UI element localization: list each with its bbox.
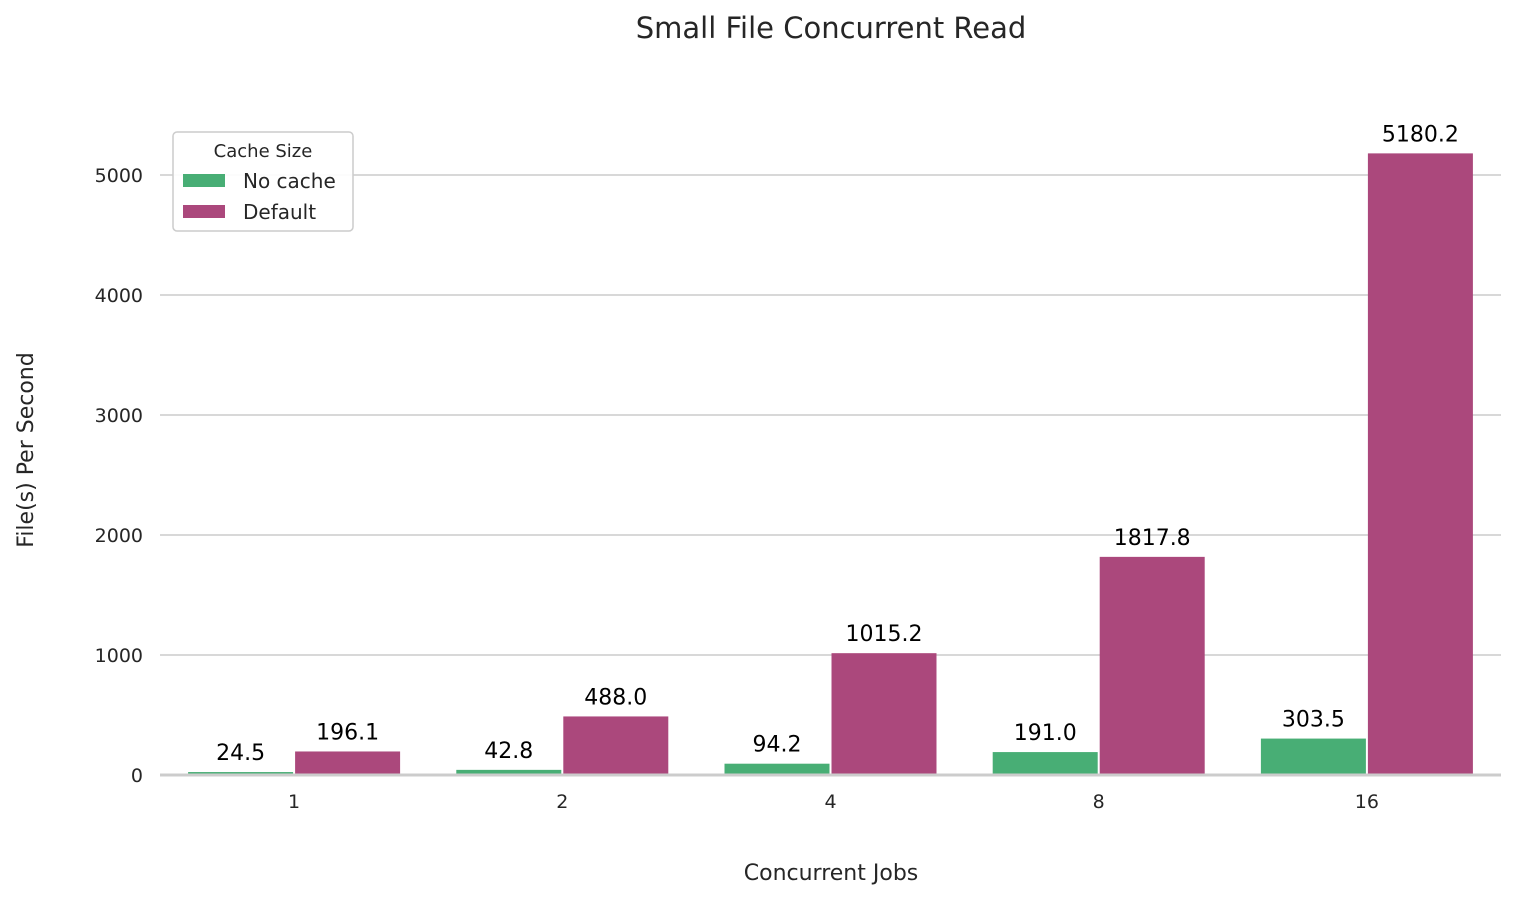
x-axis-label: Concurrent Jobs (744, 861, 919, 886)
data-label: 303.5 (1282, 708, 1345, 733)
y-tick-label: 0 (131, 765, 143, 787)
bar-default (831, 653, 937, 775)
data-label: 1817.8 (1114, 526, 1191, 551)
data-label: 24.5 (216, 741, 265, 766)
y-tick-label: 1000 (95, 645, 143, 667)
y-axis-label: File(s) Per Second (14, 352, 39, 547)
data-label: 488.0 (584, 685, 647, 710)
x-tick-label: 8 (1093, 791, 1105, 813)
y-tick-label: 2000 (95, 525, 143, 547)
bar-default (1367, 153, 1473, 776)
x-tick-label: 2 (556, 791, 568, 813)
x-tick-label: 1 (288, 791, 300, 813)
data-label: 1015.2 (846, 622, 923, 647)
legend-swatch-default (183, 205, 225, 218)
y-tick-label: 3000 (95, 405, 143, 427)
bar-default (295, 751, 401, 775)
data-label: 42.8 (484, 739, 533, 764)
bar-default (563, 716, 669, 775)
legend: Cache Size No cache Default (172, 131, 354, 232)
y-tick-label: 5000 (95, 165, 143, 187)
legend-title: Cache Size (214, 141, 313, 162)
legend-label-no-cache: No cache (243, 169, 336, 193)
y-tick-label: 4000 (95, 285, 143, 307)
legend-label-default: Default (243, 200, 316, 224)
data-label: 94.2 (753, 733, 802, 758)
data-label: 196.1 (316, 720, 379, 745)
x-tick-label: 16 (1355, 791, 1379, 813)
legend-swatch-no-cache (183, 174, 225, 187)
bar-no-cache (456, 769, 562, 775)
chart-title: Small File Concurrent Read (636, 11, 1027, 45)
bar-no-cache (1260, 738, 1366, 775)
data-label: 191.0 (1014, 721, 1077, 746)
bar-no-cache (992, 752, 1098, 775)
data-label: 5180.2 (1382, 122, 1459, 147)
bar-default (1099, 556, 1205, 775)
bar-no-cache (724, 763, 830, 775)
x-tick-label: 4 (824, 791, 836, 813)
